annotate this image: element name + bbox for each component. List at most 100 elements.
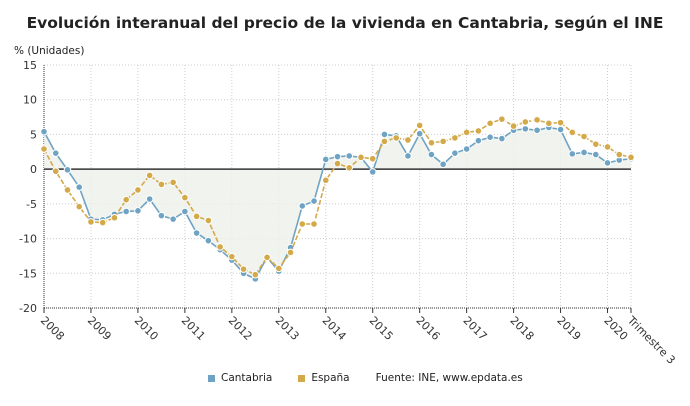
data-point-cantabria	[122, 207, 130, 216]
legend: Cantabria España Fuente: INE, www.epdata…	[208, 372, 523, 384]
data-point-espana	[110, 213, 119, 222]
legend-swatch-cantabria	[208, 374, 215, 382]
data-point-espana	[580, 132, 588, 141]
data-point-cantabria	[427, 150, 436, 159]
data-point-cantabria	[380, 130, 389, 139]
x-tick-label: 2019	[554, 314, 583, 343]
x-tick-label: 2008	[38, 314, 67, 343]
data-point-cantabria	[498, 134, 506, 143]
x-tick-label: 2013	[273, 314, 302, 343]
source-note: Fuente: INE, www.epdata.es	[375, 372, 523, 384]
y-tick-label: 5	[30, 128, 37, 141]
data-point-espana	[333, 159, 342, 168]
data-point-espana	[216, 243, 224, 251]
data-point-espana	[157, 180, 166, 189]
data-point-espana	[462, 128, 471, 137]
data-point-cantabria	[333, 152, 342, 161]
data-point-cantabria	[533, 126, 541, 135]
data-point-espana	[40, 145, 48, 153]
data-point-espana	[181, 193, 189, 202]
x-tick-label: 2018	[507, 314, 536, 343]
data-point-cantabria	[368, 168, 377, 176]
data-point-espana	[145, 171, 154, 180]
data-point-cantabria	[521, 125, 530, 133]
data-point-cantabria	[204, 236, 213, 245]
data-point-espana	[204, 216, 213, 225]
data-point-espana	[357, 153, 365, 162]
data-point-espana	[415, 121, 424, 130]
data-point-cantabria	[580, 148, 588, 157]
data-point-cantabria	[556, 125, 565, 134]
x-tick-label: 2009	[85, 314, 114, 343]
x-tick-label: 2017	[461, 314, 490, 343]
data-point-espana	[568, 128, 577, 137]
data-point-cantabria	[310, 197, 318, 205]
x-tick-label: 2010	[132, 314, 161, 343]
data-point-cantabria	[462, 145, 471, 153]
data-point-espana	[251, 270, 260, 279]
data-point-espana	[87, 218, 95, 226]
x-tick-label: Trimestre 3	[624, 313, 678, 367]
data-point-cantabria	[134, 207, 142, 215]
data-point-espana	[321, 176, 330, 185]
x-tick-label: 2011	[179, 314, 208, 343]
area-cantabria	[44, 127, 631, 279]
data-point-cantabria	[345, 152, 354, 160]
data-point-espana	[368, 154, 377, 163]
data-point-espana	[192, 212, 201, 221]
data-point-cantabria	[404, 152, 412, 160]
data-point-espana	[591, 140, 600, 148]
data-point-cantabria	[298, 202, 307, 210]
data-point-espana	[51, 167, 60, 176]
data-point-espana	[345, 163, 354, 172]
y-tick-label: -20	[19, 302, 37, 315]
data-point-cantabria	[63, 166, 72, 174]
data-point-espana	[63, 186, 72, 194]
x-tick-label: 2016	[414, 314, 443, 343]
data-point-espana	[275, 264, 283, 273]
data-point-cantabria	[321, 155, 330, 164]
data-point-espana	[627, 153, 635, 162]
data-point-cantabria	[169, 215, 177, 223]
x-tick-label: 2012	[226, 314, 255, 343]
data-point-cantabria	[415, 129, 424, 138]
data-point-espana	[615, 150, 624, 159]
y-axis-label: % (Unidades)	[14, 45, 85, 57]
data-point-espana	[404, 136, 412, 144]
data-point-cantabria	[486, 133, 494, 142]
x-tick-label: 2015	[367, 314, 396, 343]
y-tick-label: 10	[23, 94, 37, 107]
data-point-espana	[556, 118, 565, 127]
chart-title: Evolución interanual del precio de la vi…	[26, 14, 664, 32]
data-point-cantabria	[51, 149, 60, 157]
legend-label-cantabria: Cantabria	[221, 372, 273, 384]
data-point-espana	[380, 137, 389, 146]
data-point-espana	[427, 138, 436, 147]
data-point-espana	[286, 248, 295, 257]
data-point-espana	[439, 137, 447, 146]
data-point-espana	[392, 134, 401, 142]
data-point-espana	[521, 118, 530, 126]
x-tick-label: 2014	[320, 314, 349, 343]
data-point-cantabria	[145, 195, 154, 203]
y-tick-label: -5	[26, 198, 37, 211]
data-point-cantabria	[591, 150, 600, 159]
data-point-espana	[451, 134, 459, 142]
data-point-espana	[134, 186, 142, 194]
data-point-cantabria	[568, 150, 577, 158]
legend-label-espana: España	[311, 372, 350, 384]
data-point-cantabria	[474, 136, 483, 145]
data-point-espana	[486, 119, 494, 128]
data-point-espana	[310, 220, 318, 228]
y-tick-label: -15	[19, 267, 37, 280]
data-point-espana	[122, 195, 130, 204]
y-tick-label: 15	[23, 59, 37, 72]
data-point-cantabria	[75, 183, 84, 191]
data-point-espana	[298, 220, 307, 228]
data-point-espana	[509, 122, 518, 130]
data-point-cantabria	[192, 229, 201, 237]
data-point-espana	[75, 202, 84, 211]
y-tick-label: 0	[30, 163, 37, 176]
data-point-espana	[263, 253, 271, 262]
